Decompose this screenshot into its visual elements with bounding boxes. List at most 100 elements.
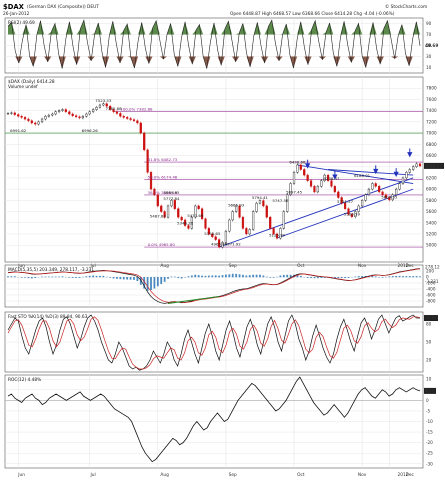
price-bar [286, 194, 289, 212]
price-annotation: 5794.41 [252, 195, 269, 200]
price-bar [367, 188, 371, 195]
price-annotation: 5721.57 [337, 199, 354, 204]
price-bar [265, 205, 268, 218]
price-bar [378, 186, 381, 193]
fib-level-label: 0.0% 4965.80 [148, 242, 176, 247]
price-bar [296, 164, 299, 173]
macd-histogram-bar [88, 275, 91, 278]
price-bar [371, 183, 374, 190]
macd-panel-title: MACD(5,35,5) 203.349, 278.117, -3.231 [8, 267, 94, 273]
x-tick-label-bottom: Nov [358, 472, 367, 478]
roc-ytick-label: 10 [426, 377, 432, 382]
macd-histogram-bar [44, 276, 47, 278]
price-bar [401, 177, 405, 184]
macd-histogram-bar [24, 277, 26, 278]
price-bar [163, 211, 166, 218]
macd-ytick-label: -800 [426, 299, 436, 304]
macd-histogram-bar [150, 277, 152, 291]
price-bar [126, 117, 129, 119]
macd-histogram-bar [126, 277, 129, 280]
x-tick-label: Aug [160, 263, 169, 269]
price-annotation: 5897.45 [286, 189, 303, 194]
price-bar [289, 183, 292, 195]
price-bar [74, 115, 78, 118]
macd-histogram-bar [136, 277, 139, 282]
macd-histogram-bar [357, 276, 360, 278]
price-bar [214, 236, 217, 240]
macd-histogram-bar [269, 277, 272, 278]
price-annotation: 6996.26 [82, 128, 99, 133]
macd-histogram-bar [156, 277, 159, 287]
price-bar [6, 113, 10, 115]
price-bar [109, 105, 112, 110]
price-annotation: 7382.88 [106, 106, 123, 111]
macd-histogram-bar [139, 277, 142, 285]
macd-histogram-bar [119, 277, 122, 280]
price-ytick-label: 5200 [426, 231, 437, 236]
macd-histogram-bar [282, 274, 285, 278]
price-bar [395, 188, 398, 195]
price-bar [10, 112, 13, 114]
rsi-ytick-label: 50 [426, 43, 432, 48]
roc-ytick-label: -10 [426, 419, 433, 424]
price-bar [17, 114, 20, 117]
macd-histogram-bar [391, 276, 394, 278]
price-ytick-label: 5000 [426, 243, 437, 248]
price-bar [92, 109, 95, 112]
macd-histogram-bar [402, 276, 404, 278]
price-bar [255, 202, 258, 212]
rsi-ytick-label: 70 [426, 32, 432, 37]
x-tick-label-bottom: Dec [406, 472, 415, 478]
price-bar [343, 202, 347, 209]
price-bar [149, 172, 153, 190]
macd-histogram-bar [58, 276, 60, 278]
price-bar [61, 109, 64, 111]
symbol-name: (German DAX (Composite)) DEUT [27, 4, 99, 10]
price-bar [88, 111, 91, 115]
price-bar [337, 191, 340, 198]
macd-histogram-bar [180, 277, 183, 279]
macd-histogram-bar [289, 274, 292, 278]
price-ytick-label: 6000 [426, 187, 437, 192]
macd-histogram-bar [228, 274, 231, 278]
price-annotation: 5506.59 [344, 211, 361, 216]
price-bar [13, 112, 16, 115]
macd-histogram-bar [221, 275, 224, 278]
price-bar [350, 214, 354, 217]
rsi-ytick-label: 90 [426, 21, 432, 26]
price-bar [194, 205, 197, 218]
rsi-ytick-label: 10 [426, 65, 432, 70]
macd-histogram-bar [190, 275, 193, 278]
macd-histogram-bar [214, 275, 217, 278]
price-annotation: 5807.55 [381, 194, 398, 199]
macd-histogram-bar [71, 277, 74, 278]
price-bar [221, 242, 224, 248]
price-bar [30, 120, 33, 124]
price-annotation: 6188.01 [354, 173, 371, 178]
price-bar [20, 116, 23, 118]
price-bar [44, 116, 47, 120]
x-tick-label: Sep [229, 263, 237, 269]
macd-histogram-bar [54, 276, 57, 278]
price-bar [190, 216, 193, 229]
price-ytick-label: 7400 [426, 108, 437, 113]
macd-histogram-bar [340, 277, 343, 279]
price-annotation: 5150.65 [204, 231, 221, 236]
price-bar [204, 218, 207, 229]
macd-histogram-bar [381, 277, 384, 278]
price-bar [105, 103, 108, 107]
chart-date: 26-Jan-2012 [3, 11, 30, 17]
price-bar [207, 228, 210, 235]
price-bar [258, 200, 262, 204]
macd-histogram-bar [316, 277, 319, 279]
sto-d-line [7, 316, 421, 370]
x-tick-label-bottom: 2012 [398, 472, 409, 478]
macd-histogram-bar [262, 275, 265, 278]
x-tick-label-bottom: Aug [160, 472, 169, 478]
price-bar [361, 200, 364, 207]
x-tick-label: Jun [17, 263, 25, 269]
macd-histogram-bar [419, 276, 421, 278]
macd-histogram-bar [30, 277, 33, 279]
